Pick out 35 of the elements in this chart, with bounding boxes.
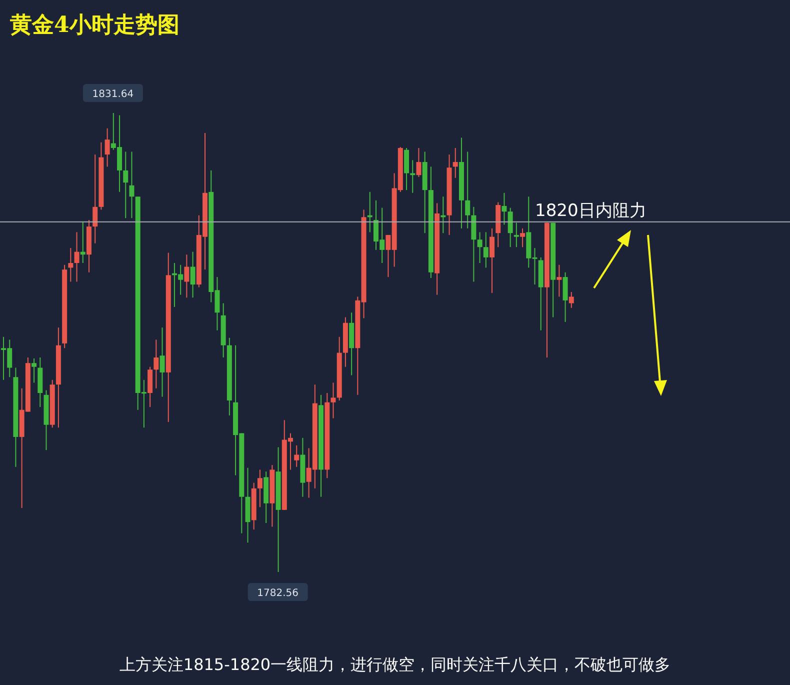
text: 上方关注1815-1820一线阻力，进行做空，同时关注千八关口，不破也可做多 <box>118 655 672 676</box>
candlestick <box>465 151 470 229</box>
candlestick <box>154 339 159 389</box>
candlestick <box>556 264 562 298</box>
candlestick <box>514 222 519 248</box>
candlestick <box>129 151 134 219</box>
candlestick <box>104 128 110 168</box>
candlestick <box>508 207 513 248</box>
candlestick <box>190 251 196 298</box>
chart-title: 黄金4小时走势图 <box>10 11 180 40</box>
candlestick <box>404 147 410 191</box>
candlestick <box>477 232 482 264</box>
candlestick <box>502 192 507 226</box>
candlestick <box>410 160 416 194</box>
candlestick <box>92 154 98 244</box>
annotation: 1782.56 <box>257 588 299 599</box>
candlestick <box>68 248 74 282</box>
candlestick <box>74 232 80 282</box>
candlestick <box>416 147 422 178</box>
candlestick <box>562 272 568 322</box>
ref-line-label: 1820日内阻力 <box>535 200 646 221</box>
candlestick <box>330 382 336 419</box>
candlestick <box>160 327 165 398</box>
candlestick <box>490 228 495 294</box>
candlestick <box>568 292 574 308</box>
candlestick <box>520 228 526 248</box>
candlestick <box>148 366 153 408</box>
candlestick <box>483 232 488 268</box>
annotation: 1831.64 <box>92 89 134 100</box>
candlestick <box>32 358 37 384</box>
candlestick <box>184 254 190 298</box>
candlestick <box>123 151 128 219</box>
candlestick <box>452 147 458 178</box>
candlestick <box>257 469 262 508</box>
candlestick <box>294 444 300 468</box>
